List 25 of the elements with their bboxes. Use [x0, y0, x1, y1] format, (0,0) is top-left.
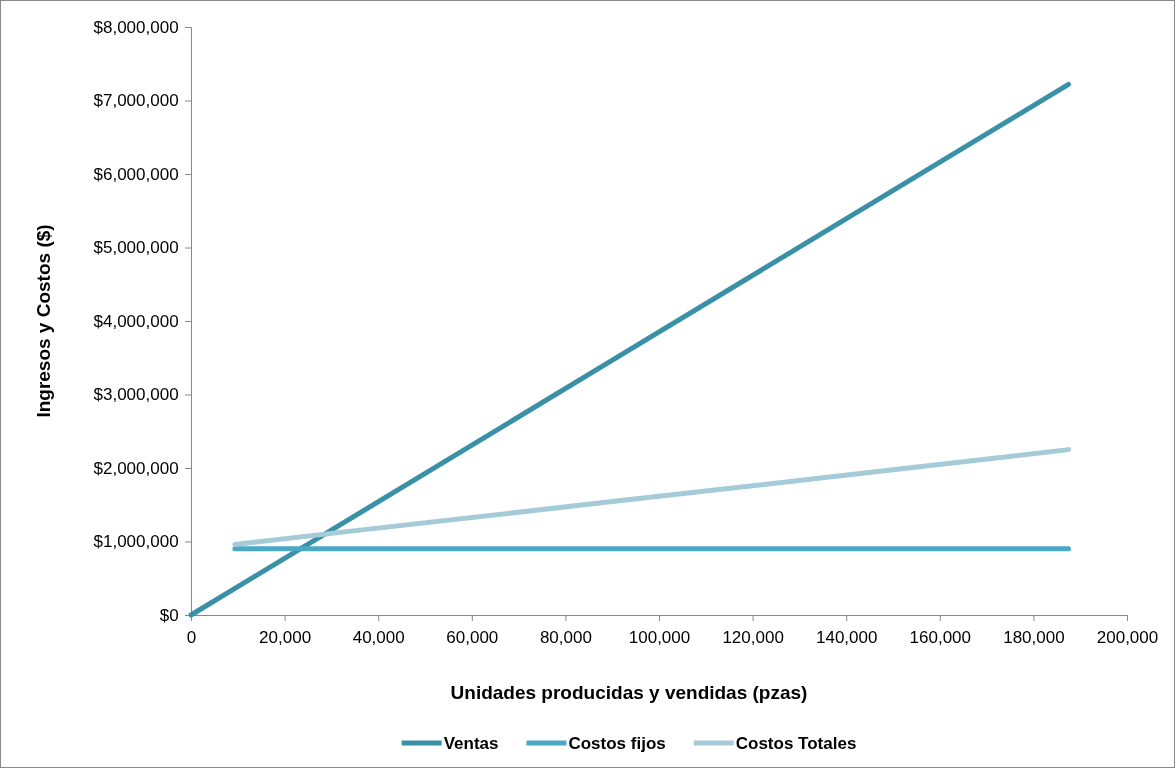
x-tick-label: 80,000 — [539, 627, 592, 647]
x-axis-title: Unidades producidas y vendidas (pzas) — [450, 682, 808, 703]
legend-label: Costos fijos — [568, 733, 666, 753]
y-tick-label: $4,000,000 — [93, 311, 179, 331]
legend-label: Ventas — [443, 733, 499, 753]
x-tick-label: 40,000 — [352, 627, 405, 647]
y-tick-label: $3,000,000 — [93, 385, 179, 405]
y-tick-label: $8,000,000 — [93, 17, 179, 37]
x-tick-label: 180,000 — [1003, 627, 1065, 647]
x-tick-label: 140,000 — [815, 627, 878, 647]
x-tick-label: 20,000 — [259, 627, 312, 647]
x-tick-label: 120,000 — [722, 627, 784, 647]
x-tick-label: 200,000 — [1096, 627, 1159, 647]
legend-label: Costos Totales — [735, 733, 857, 753]
y-tick-label: $2,000,000 — [93, 458, 179, 478]
y-tick-label: $0 — [159, 605, 179, 625]
y-axis-title: Ingresos y Costos ($) — [33, 224, 54, 418]
y-tick-label: $7,000,000 — [93, 91, 179, 111]
x-tick-label: 60,000 — [446, 627, 499, 647]
y-tick-label: $6,000,000 — [93, 164, 179, 184]
x-tick-label: 0 — [186, 627, 197, 647]
y-tick-label: $5,000,000 — [93, 238, 179, 258]
x-tick-label: 100,000 — [628, 627, 691, 647]
x-tick-label: 160,000 — [909, 627, 972, 647]
y-tick-label: $1,000,000 — [93, 532, 179, 552]
